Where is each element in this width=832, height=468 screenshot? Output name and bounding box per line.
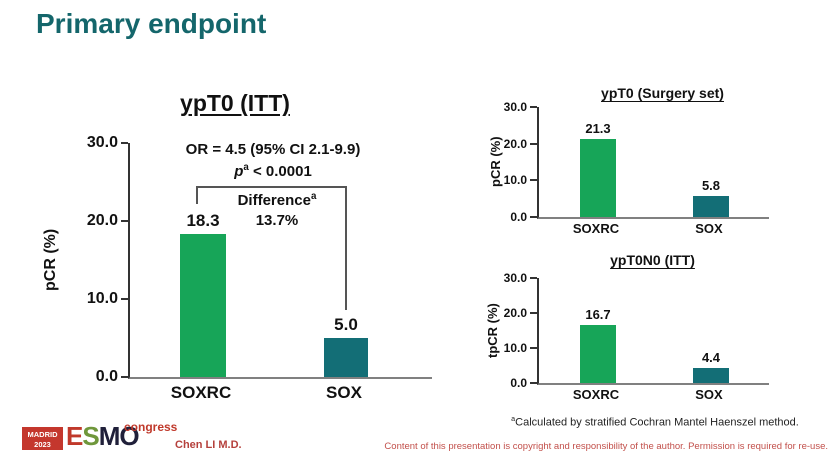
difference-bracket-top: [196, 186, 347, 188]
p-variable: p: [234, 163, 244, 180]
p-value-annotation: pa < 0.0001: [128, 162, 418, 180]
logo-letter: O: [119, 421, 139, 451]
bar-sox: 5.0: [324, 315, 368, 377]
chart-title: ypT0 (Surgery set): [601, 85, 724, 101]
x-axis-label: SOXRC: [572, 221, 620, 236]
y-tick-label: 30.0: [503, 100, 538, 114]
chart-title: ypT0 (ITT): [180, 90, 290, 116]
y-tick-label: 10.0: [503, 341, 538, 355]
p-value-text: < 0.0001: [248, 163, 312, 180]
bar-rect: [580, 138, 616, 217]
chart-ypt0-surgery-set: ypT0 (Surgery set) pCR (%) 30.0 20.0 10.0 0…: [480, 80, 792, 242]
p-superscript: a: [243, 162, 249, 173]
logo-letter: M: [98, 421, 121, 451]
bar-value-label: 21.3: [585, 120, 611, 136]
y-tick-label: 20.0: [503, 136, 538, 151]
x-axis-labels: SOXRC SOX: [537, 387, 767, 407]
logo-venue: MADRID: [27, 430, 58, 439]
bar-rect: [180, 234, 226, 377]
difference-superscript: a: [310, 191, 317, 202]
logo-year: 2023: [34, 439, 51, 449]
logo-letter: E: [66, 421, 83, 451]
bar-soxrc: 18.3: [180, 211, 226, 377]
bar-value-label: 5.8: [701, 177, 721, 193]
logo-event-name: congress: [124, 420, 178, 434]
odds-ratio-annotation: OR = 4.5 (95% CI 2.1-9.9): [185, 141, 361, 158]
footnote-text: Calculated by stratified Cochran Mantel …: [515, 416, 799, 429]
difference-text: Difference: [237, 192, 311, 209]
esmo-congress-logo: MADRID 2023 ESMO congress: [22, 420, 182, 462]
y-axis-ticks: 30.0 20.0 10.0 0.0: [60, 134, 129, 385]
bar-value-label: 4.4: [701, 349, 721, 365]
x-axis-label: SOX: [695, 221, 723, 236]
bar-sox: 5.8: [693, 178, 729, 217]
presenter-name: Chen LI M.D.: [175, 439, 242, 451]
x-axis-label: SOX: [695, 387, 723, 402]
chart-ypt0n0-itt: ypT0N0 (ITT) tpCR (%) 30.0 20.0 10.0 0.0 16…: [480, 248, 792, 408]
bar-rect: [693, 367, 729, 383]
footnote: aCalculated by stratified Cochran Mantel…: [465, 415, 832, 429]
y-tick-label: 10.0: [86, 290, 129, 307]
y-tick-label: 10.0: [503, 173, 538, 188]
bar-value-label: 5.0: [334, 315, 358, 334]
bar-rect: [324, 338, 368, 377]
y-axis-label: pCR (%): [42, 228, 59, 292]
y-axis-ticks: 30.0 20.0 10.0 0.0: [480, 100, 538, 224]
x-axis-label: SOXRC: [170, 383, 232, 402]
plot-area: 16.7 4.4: [537, 278, 769, 385]
page-title: Primary endpoint: [36, 8, 267, 39]
difference-bracket-left-tick: [196, 186, 198, 204]
x-axis-labels: SOXRC SOX: [537, 221, 767, 241]
copyright-notice: Content of this presentation is copyrigh…: [384, 441, 828, 452]
plot-area: 18.3 5.0: [128, 143, 432, 379]
y-tick-label: 0.0: [95, 368, 129, 385]
logo-letter: S: [82, 421, 99, 451]
x-axis-label: SOXRC: [572, 387, 620, 402]
difference-value: 13.7%: [255, 212, 299, 229]
logo-venue-badge: MADRID 2023: [22, 427, 63, 450]
bar-rect: [693, 195, 729, 217]
plot-area: 21.3 5.8: [537, 107, 769, 219]
y-axis-ticks: 30.0 20.0 10.0 0.0: [480, 271, 538, 390]
bar-soxrc: 16.7: [580, 307, 616, 383]
y-tick-label: 30.0: [86, 134, 129, 151]
bar-value-label: 18.3: [186, 211, 220, 231]
x-axis-labels: SOXRC SOX: [128, 383, 430, 409]
chart-ypt0-itt: ypT0 (ITT) pCR (%) 30.0 20.0 10.0 0.0 18.3 5…: [30, 85, 472, 420]
chart-title: ypT0N0 (ITT): [610, 252, 695, 268]
y-tick-label: 0.0: [510, 210, 537, 224]
y-tick-label: 0.0: [510, 376, 537, 390]
logo-org-name: ESMO: [66, 421, 140, 452]
difference-bracket-right-line: [345, 186, 347, 310]
bar-sox: 4.4: [693, 350, 729, 383]
bar-value-label: 16.7: [585, 306, 611, 322]
y-tick-label: 30.0: [503, 271, 538, 285]
difference-label: Differencea: [202, 191, 352, 209]
y-tick-label: 20.0: [503, 306, 538, 320]
x-axis-label: SOX: [326, 383, 362, 402]
y-tick-label: 20.0: [86, 212, 129, 229]
bar-soxrc: 21.3: [580, 121, 616, 217]
bar-rect: [580, 324, 616, 383]
footnote-superscript: a: [511, 415, 516, 423]
